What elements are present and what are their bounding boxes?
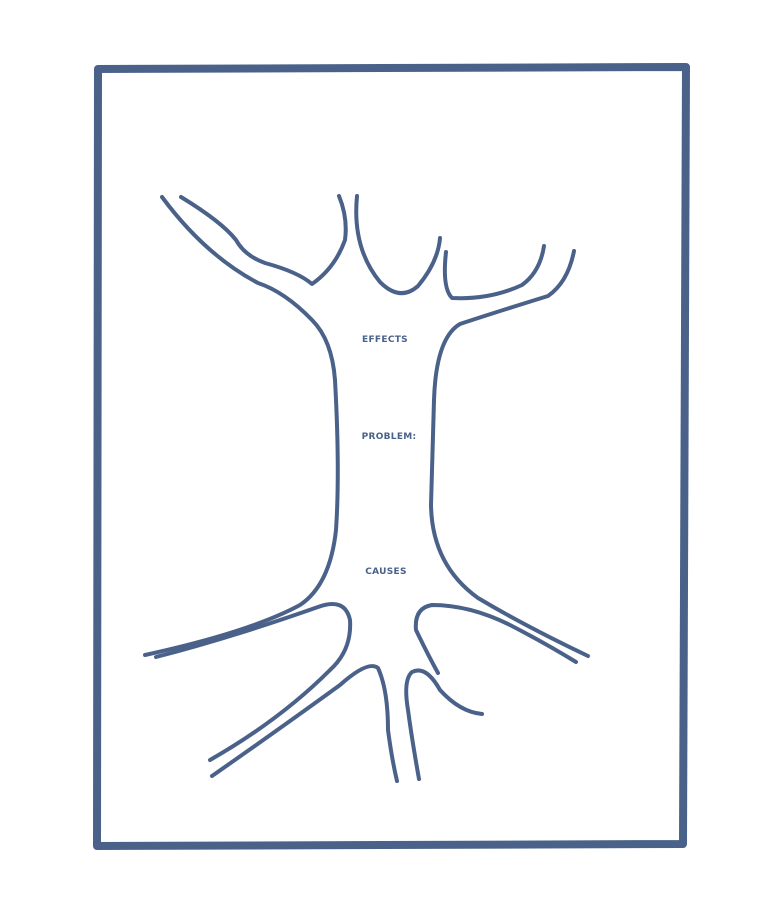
branch-left-lower (179, 194, 348, 286)
root-bottom-right (404, 668, 484, 781)
tree-outline (143, 194, 590, 783)
effects-label: EFFECTS (362, 335, 408, 345)
branch-right (432, 249, 576, 402)
causes-label: CAUSES (365, 567, 407, 577)
trunk-right-edge (429, 398, 590, 658)
problem-label: PROBLEM: (361, 432, 417, 442)
root-bottom-left (210, 664, 399, 783)
branch-center-right (442, 244, 546, 301)
branch-center (354, 194, 442, 295)
branch-left-upper (160, 195, 337, 382)
trunk-left-edge (143, 378, 340, 657)
page-frame (93, 63, 690, 850)
root-left (154, 602, 353, 762)
root-right (413, 603, 578, 675)
